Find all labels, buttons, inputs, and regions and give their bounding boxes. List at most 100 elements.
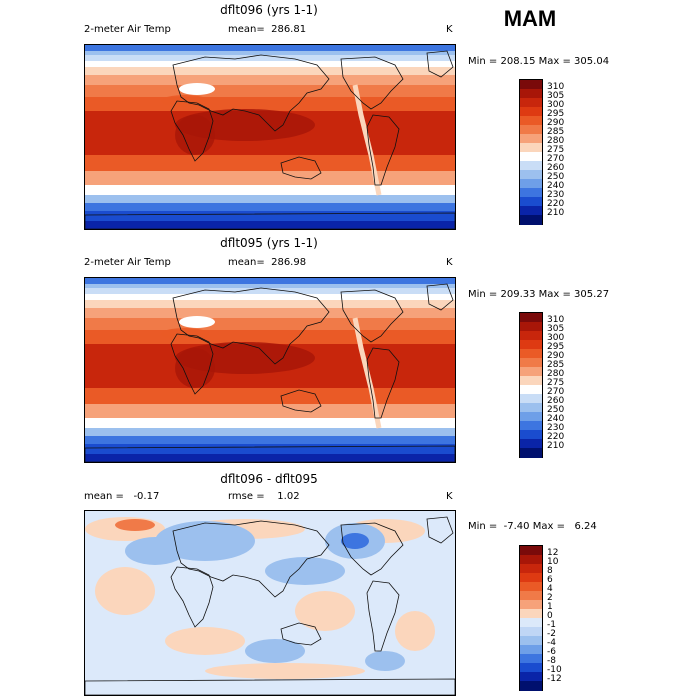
colorbar-label: 250 bbox=[547, 172, 565, 182]
colorbar-label: 240 bbox=[547, 414, 565, 424]
field-band bbox=[85, 454, 455, 462]
colorbar-swatch bbox=[520, 206, 542, 216]
field-coldspot bbox=[179, 83, 215, 95]
colorbar-swatch bbox=[520, 179, 542, 189]
colorbar-swatch bbox=[520, 367, 542, 377]
colorbar-label: 210 bbox=[547, 208, 565, 218]
colorbar-label: 280 bbox=[547, 369, 565, 379]
colorbar-label: 310 bbox=[547, 315, 565, 325]
panel-3-rmse: rmse = 1.02 bbox=[228, 491, 300, 502]
panel-2-minmax: Min = 209.33 Max = 305.27 bbox=[468, 289, 610, 300]
field-anomaly-cold bbox=[245, 639, 305, 663]
panel-2-unit: K bbox=[446, 257, 453, 268]
colorbar-swatch bbox=[520, 448, 542, 458]
panel-2-colorbar bbox=[519, 312, 543, 458]
colorbar-label: 230 bbox=[547, 423, 565, 433]
colorbar-swatch bbox=[520, 403, 542, 413]
colorbar-label: -12 bbox=[547, 674, 562, 684]
colorbar-swatch bbox=[520, 609, 542, 619]
colorbar-swatch bbox=[520, 681, 542, 691]
colorbar-label: 305 bbox=[547, 324, 565, 334]
colorbar-swatch bbox=[520, 349, 542, 359]
colorbar-label: 8 bbox=[547, 566, 553, 576]
coastline bbox=[426, 516, 454, 544]
colorbar-swatch bbox=[520, 654, 542, 664]
colorbar-label: 4 bbox=[547, 584, 553, 594]
field-band bbox=[85, 444, 455, 454]
colorbar-label: 260 bbox=[547, 163, 565, 173]
field-anomaly-warm bbox=[95, 567, 155, 615]
colorbar-label: 285 bbox=[547, 360, 565, 370]
colorbar-label: 220 bbox=[547, 432, 565, 442]
colorbar-label: 6 bbox=[547, 575, 553, 585]
panel-1-title: dflt096 (yrs 1-1) bbox=[220, 3, 318, 17]
colorbar-label: 2 bbox=[547, 593, 553, 603]
colorbar-swatch bbox=[520, 376, 542, 386]
colorbar-label: 250 bbox=[547, 405, 565, 415]
colorbar-label: -1 bbox=[547, 620, 556, 630]
field-hotspot bbox=[161, 95, 209, 107]
colorbar-label: 220 bbox=[547, 199, 565, 209]
field-band bbox=[85, 155, 455, 171]
colorbar-label: 280 bbox=[547, 136, 565, 146]
colorbar-swatch bbox=[520, 430, 542, 440]
colorbar-swatch bbox=[520, 322, 542, 332]
coastline bbox=[340, 522, 404, 576]
colorbar-label: 305 bbox=[547, 91, 565, 101]
colorbar-label: -2 bbox=[547, 629, 556, 639]
colorbar-label: 300 bbox=[547, 100, 565, 110]
colorbar-swatch bbox=[520, 636, 542, 646]
colorbar-swatch bbox=[520, 385, 542, 395]
field-band bbox=[85, 288, 455, 294]
colorbar-swatch bbox=[520, 582, 542, 592]
panel-1-map bbox=[84, 44, 456, 230]
field-band bbox=[85, 388, 455, 404]
coastline bbox=[366, 114, 400, 186]
coastline bbox=[366, 580, 400, 652]
field-band bbox=[85, 55, 455, 61]
field-band bbox=[85, 418, 455, 428]
colorbar-swatch bbox=[520, 331, 542, 341]
colorbar-swatch bbox=[520, 125, 542, 135]
field-hotspot bbox=[161, 328, 209, 340]
colorbar-label: 285 bbox=[547, 127, 565, 137]
field-band bbox=[85, 171, 455, 185]
colorbar-swatch bbox=[520, 313, 542, 323]
field-band bbox=[85, 428, 455, 436]
coastline bbox=[340, 56, 404, 110]
colorbar-swatch bbox=[520, 116, 542, 126]
coastline bbox=[85, 445, 455, 462]
field-anomaly-cold bbox=[265, 557, 345, 585]
panel-2-title: dflt095 (yrs 1-1) bbox=[220, 236, 318, 250]
field-band bbox=[85, 67, 455, 75]
panel-1-minmax: Min = 208.15 Max = 305.04 bbox=[468, 56, 610, 67]
coastline bbox=[280, 622, 322, 646]
colorbar-label: -8 bbox=[547, 656, 556, 666]
colorbar-label: 270 bbox=[547, 154, 565, 164]
colorbar-swatch bbox=[520, 170, 542, 180]
coastline bbox=[85, 678, 455, 695]
field-band bbox=[85, 404, 455, 418]
colorbar-swatch bbox=[520, 215, 542, 225]
coastline bbox=[85, 212, 455, 229]
panel-3-map bbox=[84, 510, 456, 696]
colorbar-label: -10 bbox=[547, 665, 562, 675]
colorbar-label: 275 bbox=[547, 378, 565, 388]
field-band bbox=[85, 308, 455, 318]
field-band bbox=[85, 300, 455, 308]
panel-1-unit: K bbox=[446, 24, 453, 35]
colorbar-swatch bbox=[520, 143, 542, 153]
colorbar-label: 300 bbox=[547, 333, 565, 343]
field-band bbox=[85, 330, 455, 344]
colorbar-label: 290 bbox=[547, 351, 565, 361]
colorbar-swatch bbox=[520, 600, 542, 610]
colorbar-swatch bbox=[520, 188, 542, 198]
field-band bbox=[85, 75, 455, 85]
colorbar-swatch bbox=[520, 197, 542, 207]
coastline bbox=[340, 289, 404, 343]
field-band bbox=[85, 51, 455, 55]
colorbar-label: 10 bbox=[547, 557, 559, 567]
field-band bbox=[85, 294, 455, 300]
field-band bbox=[85, 436, 455, 444]
coastline bbox=[426, 283, 454, 311]
